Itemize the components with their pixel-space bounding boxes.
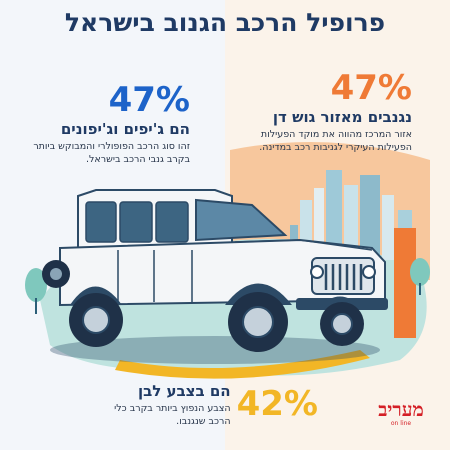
wheel-front [228, 292, 288, 352]
stat-color-description: הצבע הנפוץ ביותר בקרב כלי הרכב שנגנבו. [114, 403, 231, 427]
logo-sub: on line [390, 420, 412, 427]
stat-region-heading: נגנבים מאזור גוש דן [272, 108, 412, 126]
stat-type-percent: 47% [108, 80, 190, 120]
orange-building [394, 228, 416, 338]
stat-color-row: הם בצבע לבן הצבע הנפוץ ביותר בקרב כלי הר… [108, 380, 318, 428]
maariv-logo: מעריב on line [366, 400, 436, 427]
wheel-rear [69, 293, 123, 347]
stat-color-heading: הם בצבע לבן [137, 382, 231, 400]
stat-type-heading: הם ג'יפים וג'יפונים [60, 120, 190, 138]
logo-word: מעריב [378, 399, 424, 421]
stat-color: הם בצבע לבן הצבע הנפוץ ביותר בקרב כלי הר… [108, 380, 318, 428]
road-stripe [115, 350, 370, 379]
stat-color-percent: 42% [236, 384, 318, 424]
page-title: פרופיל הרכב הגנוב בישראל [64, 8, 386, 37]
tree-left [25, 268, 47, 314]
stat-region-percent: 47% [330, 68, 412, 108]
tree-right [410, 258, 430, 295]
stat-region: 47% נגנבים מאזור גוש דן אזור המרכז מהווה… [232, 70, 412, 154]
wheel-front-right [320, 302, 364, 346]
stat-type-description: זהו סוג הרכב הפופולרי והמבוקש ביותר בקרב… [33, 141, 190, 165]
stat-type: 47% הם ג'יפים וג'יפונים זהו סוג הרכב הפו… [30, 82, 190, 166]
stat-color-text: הם בצבע לבן הצבע הנפוץ ביותר בקרב כלי הר… [108, 380, 231, 428]
stat-region-description: אזור המרכז מהווה את מוקד הפעילות הפעילות… [259, 129, 412, 153]
car-shadow [50, 336, 380, 364]
